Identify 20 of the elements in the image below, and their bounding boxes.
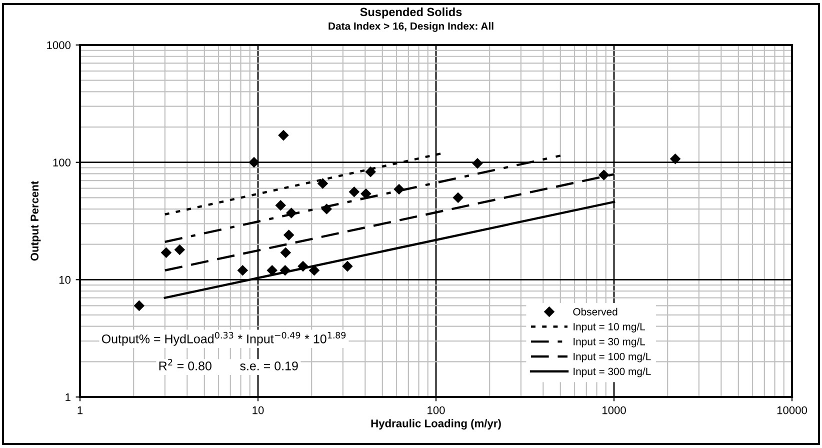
y-tick-label: 1 <box>66 393 70 402</box>
y-tick-label: 100 <box>53 158 71 166</box>
x-tick-label: 10 <box>252 406 264 414</box>
x-axis-title: Hydraulic Loading (m/yr) <box>371 419 501 430</box>
legend-label: Input = 300 mg/L <box>574 368 651 378</box>
x-tick-label: 100 <box>428 406 445 414</box>
x-tick-label: 10000 <box>777 406 808 414</box>
annotation: Output% = HydLoad$^{0.33}$ * Input$^{−0.49}$ * 10$^{1.89}$ <box>102 332 346 346</box>
y-tick-label: 1000 <box>47 41 71 50</box>
x-tick-label: 1 <box>78 406 83 414</box>
x-tick-label: 1000 <box>602 406 626 414</box>
legend-label: Input = 100 mg/L <box>574 352 651 362</box>
chart-title: Suspended Solids <box>360 8 462 19</box>
chart-subtitle: Data Index > 16, Design Index: All <box>328 22 494 32</box>
legend-label: Observed <box>573 308 618 316</box>
annotation: R$^{2}$ = 0.80 s.e. = 0.19 <box>159 358 298 370</box>
legend-label: Input = 30 mg/L <box>574 338 646 348</box>
y-axis-title: Output Percent <box>30 181 41 261</box>
y-tick-label: 10 <box>59 276 71 284</box>
legend-label: Input = 10 mg/L <box>574 322 646 332</box>
